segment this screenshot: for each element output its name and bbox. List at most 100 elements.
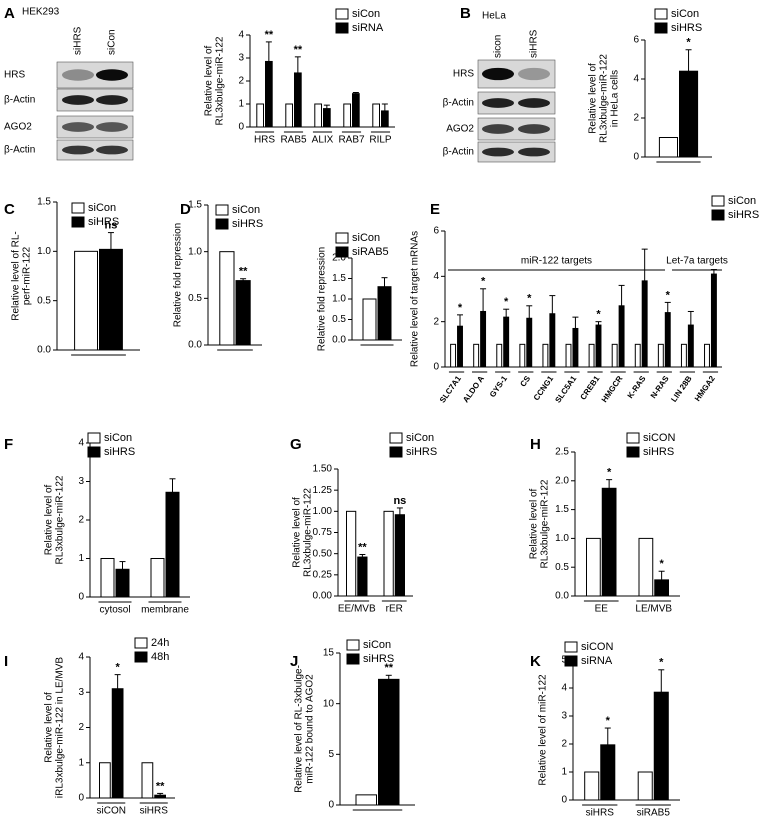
legend-swatch: [564, 655, 578, 667]
error-bar: [641, 248, 648, 281]
bar: [638, 537, 654, 597]
bar: [595, 324, 602, 368]
legend-label: siCon: [406, 432, 434, 444]
blot-row-label: β-Actin: [443, 147, 474, 158]
legend-swatch: [346, 653, 360, 665]
error-bar: [359, 554, 366, 558]
x-tick-label: EE/MVB: [338, 604, 376, 615]
y-tick-label: 4: [633, 74, 639, 85]
bar: [352, 93, 360, 128]
cell-line: HEK293: [22, 7, 60, 18]
bar: [653, 691, 669, 801]
bar: [372, 103, 380, 128]
bar: [658, 137, 679, 158]
significance-label: **: [384, 662, 393, 674]
y-tick-label: 0.0: [555, 591, 569, 602]
blot-row-label: AGO2: [446, 124, 474, 135]
y-axis-label: RL3xbulge-miR-122: [55, 475, 66, 564]
x-tick-label: cytosol: [99, 605, 130, 616]
legend-swatch: [335, 232, 349, 244]
y-tick-label: 1: [561, 767, 567, 778]
bar: [601, 487, 617, 597]
bar: [687, 324, 694, 368]
y-tick-label: 2: [561, 739, 567, 750]
x-tick-label: RILP: [369, 135, 392, 146]
legend-swatch: [389, 432, 403, 444]
y-tick-label: 0.5: [188, 293, 202, 304]
bar: [584, 771, 600, 801]
error-bar: [119, 561, 126, 570]
bar: [355, 794, 377, 806]
y-tick-label: 2.0: [555, 475, 569, 486]
blot-row-label: HRS: [4, 70, 25, 81]
y-tick-label: 1.00: [313, 506, 333, 517]
legend-label: siHRS: [406, 446, 437, 458]
y-tick-label: 0.25: [313, 569, 333, 580]
y-tick-label: 4: [78, 438, 84, 449]
x-tick-label: rER: [386, 604, 403, 615]
bar: [480, 310, 487, 368]
y-axis-label: Relative level of: [204, 45, 215, 116]
error-bar: [658, 570, 665, 580]
y-tick-label: 2: [78, 515, 84, 526]
lane-label: siCon: [107, 29, 118, 55]
legend-swatch: [71, 202, 85, 214]
bar: [586, 537, 601, 597]
error-bar: [503, 308, 510, 318]
legend-label: siCON: [581, 641, 613, 653]
legend-label: siCon: [671, 8, 699, 20]
blot-band: [482, 124, 514, 134]
bar: [519, 343, 526, 368]
significance-label: *: [458, 302, 463, 314]
x-tick-label: ALIX: [312, 135, 334, 146]
error-bar: [265, 41, 272, 62]
y-axis-label: Relative level of: [44, 484, 55, 555]
x-tick-label: K-RAS: [626, 374, 648, 400]
bar: [111, 688, 124, 799]
y-tick-label: 1.25: [313, 485, 333, 496]
y-tick-label: 0: [78, 592, 84, 603]
blot-row-label: β-Actin: [443, 98, 474, 109]
y-tick-label: 2.5: [555, 447, 569, 458]
blot-band: [62, 145, 94, 155]
bar: [572, 327, 579, 368]
y-axis-label: in HeLa cells: [610, 70, 621, 127]
y-tick-label: 0.5: [37, 295, 51, 306]
x-tick-label: SLC7A1: [438, 374, 463, 405]
x-tick-label: CCNG1: [532, 374, 556, 403]
legend-swatch: [87, 432, 101, 444]
bar: [219, 251, 235, 346]
legend-label: 48h: [151, 651, 169, 663]
bar: [381, 110, 389, 128]
y-axis-label: perf-miR-122: [22, 246, 33, 305]
y-tick-label: 1.0: [188, 246, 202, 257]
bar: [542, 343, 549, 368]
legend-label: siCon: [352, 232, 380, 244]
blot-band: [96, 95, 128, 105]
legend-label: siHRS: [88, 216, 119, 228]
bar: [115, 568, 130, 598]
y-tick-label: 5: [561, 655, 567, 666]
blot-band: [482, 147, 514, 157]
significance-label: ns: [393, 495, 406, 507]
panel-label: D: [180, 201, 191, 218]
y-tick-label: 4: [561, 683, 567, 694]
significance-label: *: [606, 715, 611, 727]
blot-band: [518, 67, 550, 81]
error-bar: [396, 507, 403, 515]
y-tick-label: 1.5: [37, 197, 51, 208]
y-axis-label: RL3xbulge-miR-122: [303, 488, 314, 577]
lane-label: sicon: [493, 35, 504, 58]
y-axis-label: miR-122 bound to AGO2: [305, 674, 316, 784]
bar: [99, 248, 123, 351]
blot-band: [96, 145, 128, 155]
panel-label: H: [530, 436, 541, 453]
y-tick-label: 1.0: [332, 294, 346, 305]
y-tick-label: 0: [633, 152, 639, 163]
bar: [362, 298, 377, 341]
error-bar: [606, 479, 613, 489]
y-axis-label: Relative fold repression: [317, 247, 328, 352]
y-tick-label: 4: [78, 652, 84, 663]
cell-line: HeLa: [482, 11, 506, 22]
bar: [141, 762, 154, 799]
